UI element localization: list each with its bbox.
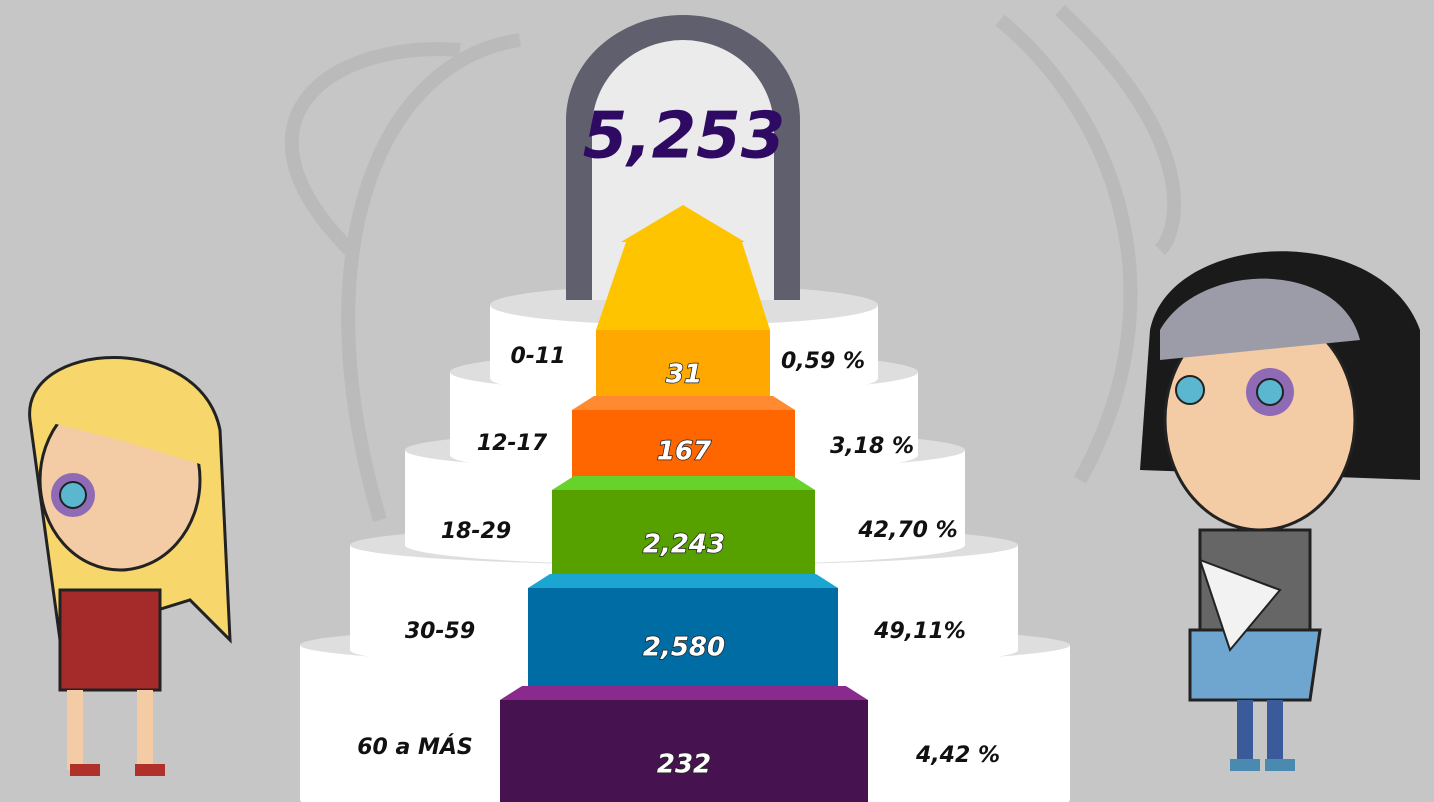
percent-label: 3,18 % [830, 434, 914, 459]
eye [1176, 376, 1204, 404]
legs [1245, 700, 1275, 760]
step-top [528, 574, 838, 588]
step-top [572, 396, 795, 410]
skirt [1190, 630, 1320, 700]
age-label: 60 a MÁS [357, 734, 473, 760]
step-top [552, 476, 815, 490]
legs [75, 690, 145, 770]
count-label: 31 [666, 360, 702, 390]
percent-label: 4,42 % [915, 743, 1000, 768]
count-label: 232 [657, 750, 711, 780]
infographic: 5,253 0-11 31 0,59 % 12-17 167 3,18 % 18-29 2,2… [0, 0, 1434, 802]
eye [1257, 379, 1283, 405]
percent-label: 42,70 % [857, 518, 957, 543]
age-label: 30-59 [405, 619, 475, 644]
total: 5,253 [583, 100, 785, 174]
percent-label: 0,59 % [781, 349, 865, 374]
count-label: 2,580 [643, 633, 725, 663]
boy-character [1140, 251, 1420, 765]
age-label: 18-29 [441, 519, 511, 544]
age-label: 0-11 [510, 344, 565, 369]
age-label: 12-17 [477, 431, 548, 456]
count-label: 2,243 [643, 530, 725, 560]
swirl [1000, 20, 1130, 480]
percent-label: 49,11% [873, 619, 966, 644]
eye [60, 482, 86, 508]
count-label: 167 [657, 437, 712, 467]
girl-character [30, 358, 230, 771]
step-top [500, 686, 868, 700]
dress [60, 590, 160, 690]
